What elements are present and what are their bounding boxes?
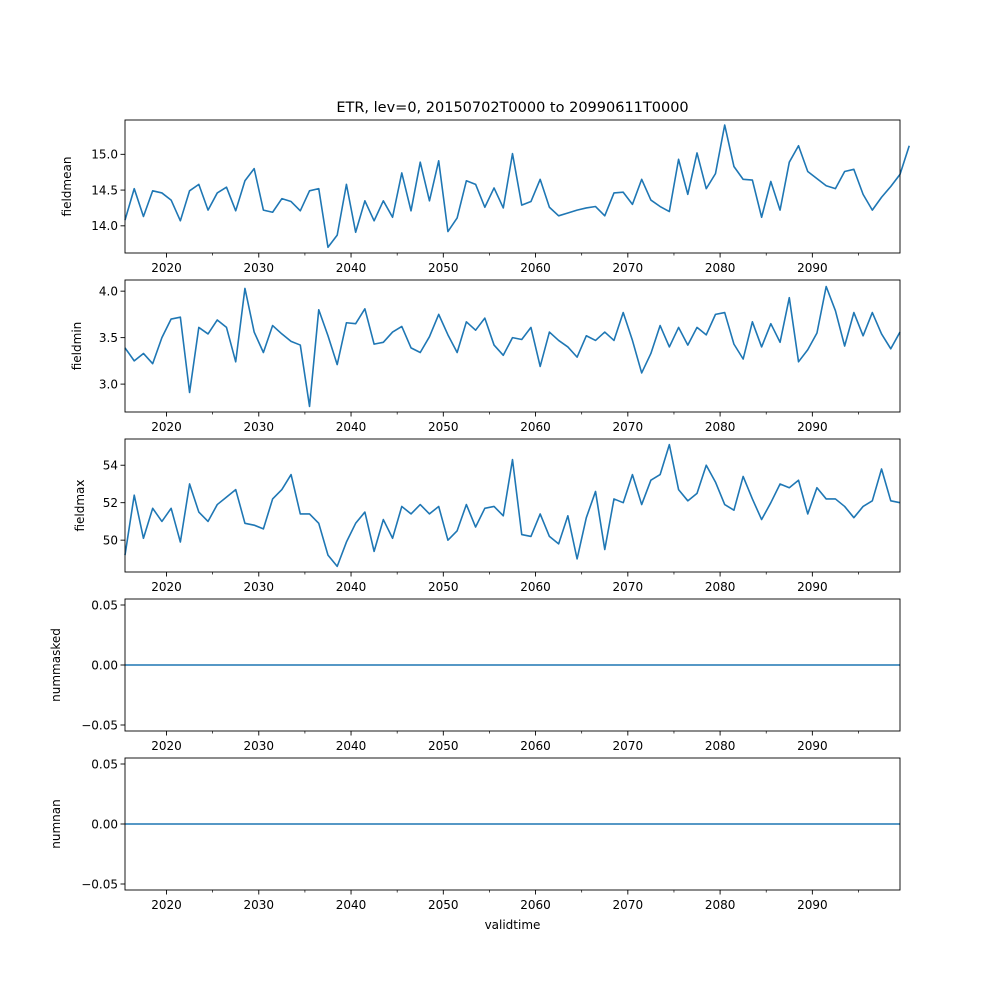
x-tick-label: 2070 <box>613 739 644 753</box>
x-tick-label: 2030 <box>244 739 275 753</box>
y-axis-label-nummasked: nummasked <box>49 628 63 702</box>
y-tick-label: −0.05 <box>81 877 118 891</box>
x-axis-label: validtime <box>485 918 541 932</box>
y-axis-label-fieldmin: fieldmin <box>70 322 84 371</box>
x-tick-label: 2040 <box>336 739 367 753</box>
x-tick-label: 2040 <box>336 261 367 275</box>
y-axis-label-fieldmean: fieldmean <box>60 157 74 217</box>
panel-nummasked: 2020 2030 2040 2050 2060 2070 2080 2090 −0.05 0.0… <box>49 598 901 753</box>
y-tick-label: 0.00 <box>91 658 118 672</box>
y-tick-label: 3.5 <box>99 331 118 345</box>
x-tick-label: 2030 <box>244 898 275 912</box>
panel-fieldmean: 2020 2030 2040 2050 2060 2070 2080 2090 14.0 14.5… <box>60 119 910 275</box>
panel-fieldmin: 2020 2030 2040 2050 2060 2070 2080 2090 3.0 3.5 4.… <box>70 279 901 434</box>
y-tick-label: 50 <box>103 533 118 547</box>
axes-frame-fieldmean <box>124 119 901 254</box>
axes-frame-fieldmin <box>124 279 901 413</box>
x-tick-label: 2020 <box>151 420 182 434</box>
x-tick-label: 2090 <box>797 261 828 275</box>
x-tick-label: 2080 <box>705 261 736 275</box>
x-tick-label: 2030 <box>244 261 275 275</box>
y-tick-label: 0.05 <box>91 757 118 771</box>
x-tick-label: 2020 <box>151 580 182 594</box>
x-tick-label: 2040 <box>336 580 367 594</box>
x-tick-label: 2070 <box>613 261 644 275</box>
x-tick-label: 2090 <box>797 420 828 434</box>
y-tick-label: 52 <box>103 496 118 510</box>
x-tick-label: 2080 <box>705 580 736 594</box>
x-tick-label: 2050 <box>428 739 459 753</box>
x-tick-label: 2050 <box>428 261 459 275</box>
series-line-fieldmin <box>124 285 901 408</box>
x-tick-label: 2080 <box>705 898 736 912</box>
x-tick-label: 2070 <box>613 420 644 434</box>
x-tick-label: 2090 <box>797 898 828 912</box>
x-tick-label: 2060 <box>520 580 551 594</box>
x-tick-label: 2040 <box>336 898 367 912</box>
x-tick-label: 2060 <box>520 739 551 753</box>
x-tick-label: 2090 <box>797 739 828 753</box>
x-tick-label: 2070 <box>613 898 644 912</box>
x-tick-label: 2060 <box>520 261 551 275</box>
x-tick-label: 2030 <box>244 580 275 594</box>
y-tick-label: 3.0 <box>99 377 118 391</box>
y-tick-label: −0.05 <box>81 718 118 732</box>
panel-fieldmax: 2020 2030 2040 2050 2060 2070 2080 2090 50 52 54 fi… <box>73 438 901 594</box>
x-tick-label: 2050 <box>428 898 459 912</box>
x-tick-label: 2060 <box>520 420 551 434</box>
y-tick-label: 4.0 <box>99 284 118 298</box>
chart-title: ETR, lev=0, 20150702T0000 to 20990611T00… <box>336 100 688 116</box>
x-tick-label: 2020 <box>151 739 182 753</box>
x-tick-label: 2050 <box>428 580 459 594</box>
y-tick-label: 15.0 <box>91 148 118 162</box>
x-tick-label: 2050 <box>428 420 459 434</box>
series-line-fieldmax <box>124 443 901 568</box>
x-tick-label: 2060 <box>520 898 551 912</box>
x-tick-label: 2070 <box>613 580 644 594</box>
y-tick-label: 0.00 <box>91 817 118 831</box>
x-tick-label: 2090 <box>797 580 828 594</box>
y-tick-label: 14.0 <box>91 219 118 233</box>
y-axis-label-fieldmax: fieldmax <box>73 479 87 531</box>
y-tick-label: 14.5 <box>91 183 118 197</box>
y-axis-label-numnan: numnan <box>49 799 63 848</box>
panel-numnan: 2020 2030 2040 2050 2060 2070 2080 2090 −0.05 0.0… <box>49 757 901 932</box>
axes-frame-fieldmax <box>124 438 901 573</box>
x-tick-label: 2020 <box>151 261 182 275</box>
x-tick-label: 2080 <box>705 420 736 434</box>
x-tick-label: 2020 <box>151 898 182 912</box>
series-line-fieldmean <box>124 124 910 249</box>
x-tick-label: 2080 <box>705 739 736 753</box>
x-tick-label: 2030 <box>244 420 275 434</box>
y-tick-label: 0.05 <box>91 598 118 612</box>
x-tick-label: 2040 <box>336 420 367 434</box>
y-tick-label: 54 <box>103 459 118 473</box>
